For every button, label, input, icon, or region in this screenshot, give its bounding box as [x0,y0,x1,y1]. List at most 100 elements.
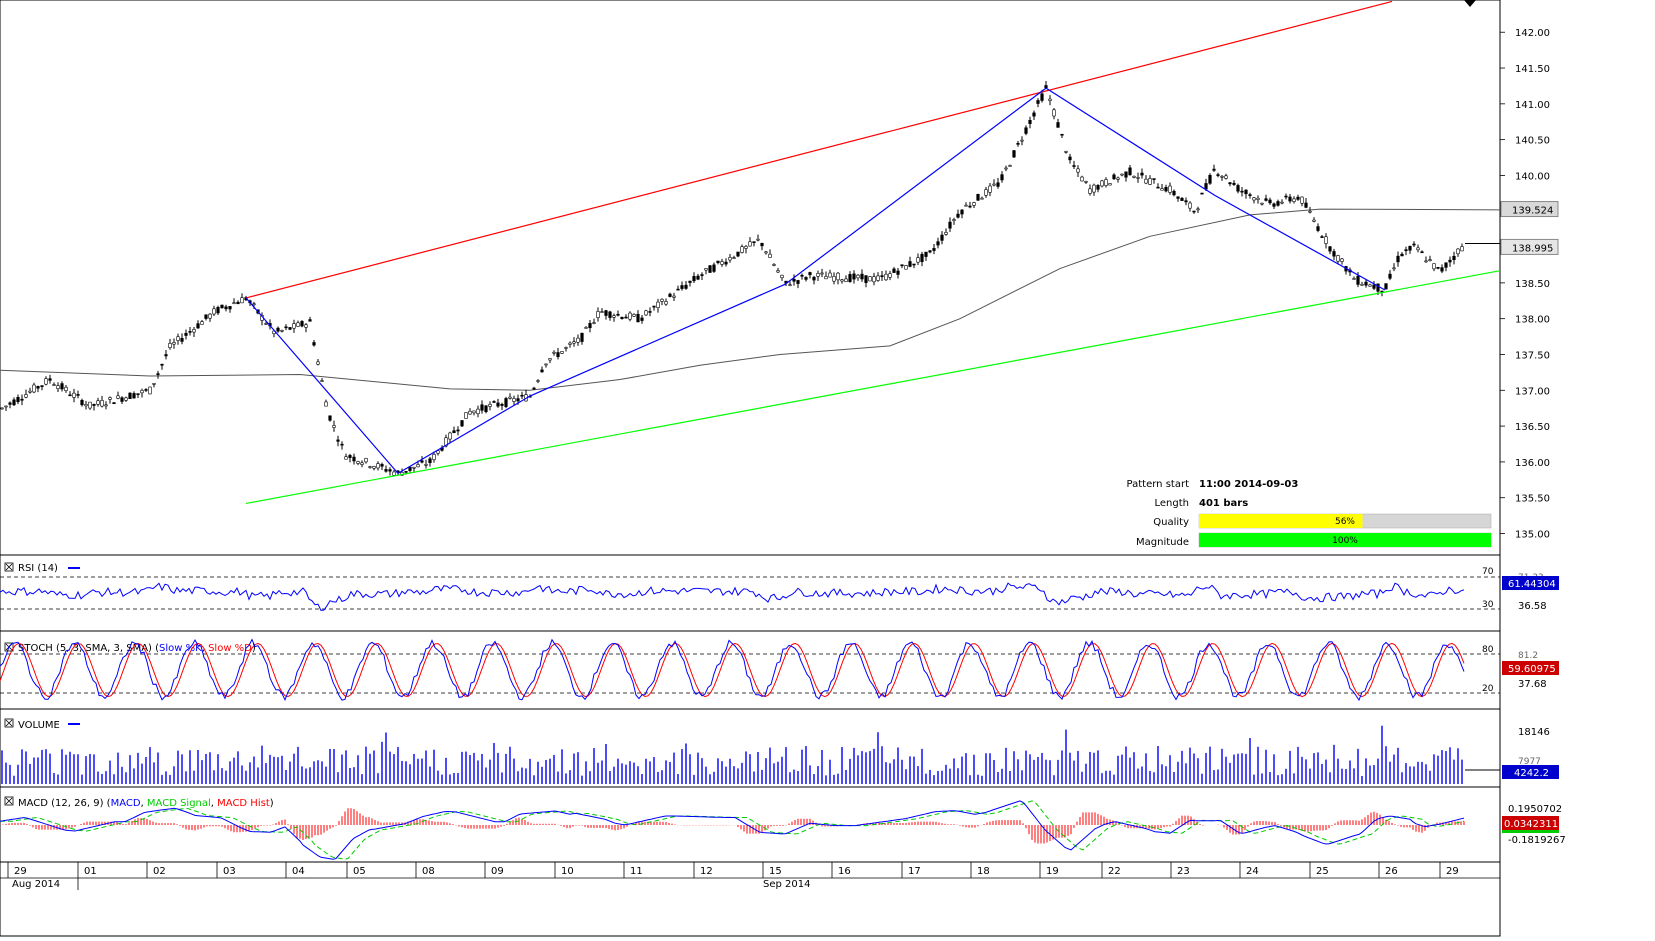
candle-body [196,323,200,329]
price-labels: 139.524 138.995 [1465,201,1559,255]
day-label: 29 [1446,866,1459,877]
candle-body [900,264,904,267]
candle-body [832,275,836,282]
macd-line [0,800,1465,860]
candle-body [1328,246,1332,252]
candle-body [1236,185,1240,192]
candle-body [344,456,348,460]
candle-body [64,386,68,391]
candle-body [940,234,944,241]
candle-body [1068,156,1072,161]
candle-body [564,347,568,349]
candle-body [376,463,380,469]
candle-body [928,250,932,253]
length-label: Length [1155,498,1190,509]
zigzag-line [245,87,1386,475]
candle-body [688,280,692,283]
candle-body [1148,178,1152,185]
candle-body [280,329,284,332]
candle-body [1432,263,1436,270]
candle-body [600,311,604,313]
candle-body [984,189,988,196]
price-tick-label: 137.50 [1515,350,1550,361]
candle-body [1264,198,1268,201]
candle-body [496,402,500,407]
candle-body [592,322,596,324]
stoch-title: STOCH (5, 3, SMA, 3, SMA) (Slow %K, Slow… [18,643,256,654]
candle-body [1308,210,1312,213]
macd-title-suffix: ) [270,798,274,809]
candle-body [1196,208,1200,211]
candle-body [408,466,412,471]
day-label: 26 [1385,866,1398,877]
candle-body [36,386,40,389]
stoch-axis-low: 37.68 [1518,679,1547,690]
candle-body [464,412,468,419]
candle-body [1228,182,1232,185]
candle-body [560,351,564,354]
resistance-line [245,0,1393,299]
macd-title: MACD (12, 26, 9) (MACD, MACD Signal, MAC… [18,798,274,809]
candle-body [188,331,192,333]
stoch-title-suffix: ) [252,643,256,654]
candle-body [504,398,508,407]
candle-body [472,410,476,414]
candle-body [820,272,824,275]
candle-body [124,397,128,401]
candle-body [1084,181,1088,183]
candle-body [764,251,768,254]
candle-body [232,302,236,305]
support-line [245,270,1501,505]
candle-body [1312,219,1316,222]
candle-body [180,337,184,342]
candle-body [1076,168,1080,173]
candle-body [516,398,520,402]
pattern-start-value: 11:00 2014-09-03 [1199,479,1298,490]
candle-body [360,462,364,465]
price-tick-label: 136.50 [1515,422,1550,433]
candle-body [1032,112,1036,117]
stoch-current-value: 59.60975 [1508,664,1556,675]
candle-body [1048,98,1052,101]
candle-body [1332,251,1336,257]
candle-body [1224,175,1228,179]
candle-body [452,430,456,434]
candle-body [596,311,600,318]
candle-body [532,387,536,390]
rsi-close-icon-cross [5,563,13,571]
candle-body [796,280,800,284]
candle-body [1204,183,1208,190]
candle-body [8,402,12,405]
candle-body [16,397,20,403]
stoch-k-label: Slow %K [159,643,202,654]
candle-body [788,284,792,286]
rsi-level-30: 30 [1482,600,1494,610]
candle-body [704,268,708,271]
month-label: Sep 2014 [763,879,810,890]
candle-body [1120,173,1124,176]
price-tick-label: 138.00 [1515,315,1550,326]
day-label: 15 [769,866,782,877]
candle-body [176,336,180,341]
candle-body [864,275,868,283]
candle-body [152,383,156,385]
macd-signal-badge [1502,828,1559,833]
candle-body [1240,190,1244,193]
day-label: 19 [1046,866,1059,877]
pattern-end-marker [1464,0,1476,7]
candle-body [1096,185,1100,190]
macd-hist-label: MACD Hist [217,798,270,809]
candle-body [1212,168,1216,171]
candle-body [0,407,4,410]
candle-body [60,383,64,390]
day-label: 17 [908,866,921,877]
candle-body [508,396,512,399]
stoch-k-line [0,638,1465,702]
candle-body [460,420,464,427]
candle-body [708,265,712,273]
price-axis: 142.00141.50141.00140.50140.00139.50139.… [1500,28,1550,541]
candle-body [292,323,296,329]
candle-body [752,241,756,243]
quality-label: Quality [1153,517,1189,528]
